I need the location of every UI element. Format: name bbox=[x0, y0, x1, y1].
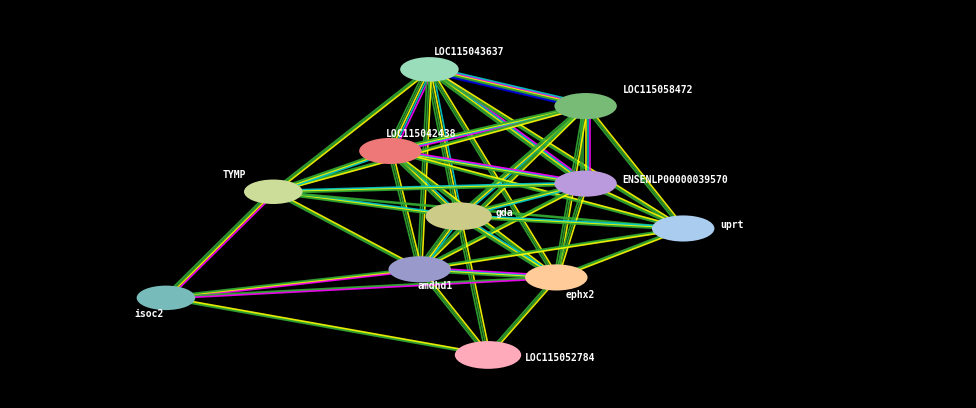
Circle shape bbox=[455, 341, 521, 369]
Text: LOC115042438: LOC115042438 bbox=[386, 129, 456, 139]
Circle shape bbox=[554, 171, 617, 197]
Circle shape bbox=[400, 57, 459, 82]
Circle shape bbox=[244, 180, 303, 204]
Text: LOC115043637: LOC115043637 bbox=[434, 47, 505, 57]
Text: LOC115058472: LOC115058472 bbox=[623, 85, 693, 95]
Circle shape bbox=[137, 286, 195, 310]
Text: uprt: uprt bbox=[720, 220, 744, 230]
Circle shape bbox=[652, 215, 714, 242]
Text: LOC115052784: LOC115052784 bbox=[525, 353, 595, 363]
Text: ENSENLP00000039570: ENSENLP00000039570 bbox=[623, 175, 728, 185]
Circle shape bbox=[554, 93, 617, 119]
Text: ephx2: ephx2 bbox=[566, 290, 595, 299]
Text: isoc2: isoc2 bbox=[135, 309, 164, 319]
Text: amdhd1: amdhd1 bbox=[418, 282, 453, 291]
Text: TYMP: TYMP bbox=[223, 171, 246, 180]
Circle shape bbox=[388, 256, 451, 282]
Circle shape bbox=[359, 138, 422, 164]
Circle shape bbox=[525, 264, 588, 290]
Circle shape bbox=[426, 202, 492, 230]
Text: gda: gda bbox=[496, 208, 513, 218]
